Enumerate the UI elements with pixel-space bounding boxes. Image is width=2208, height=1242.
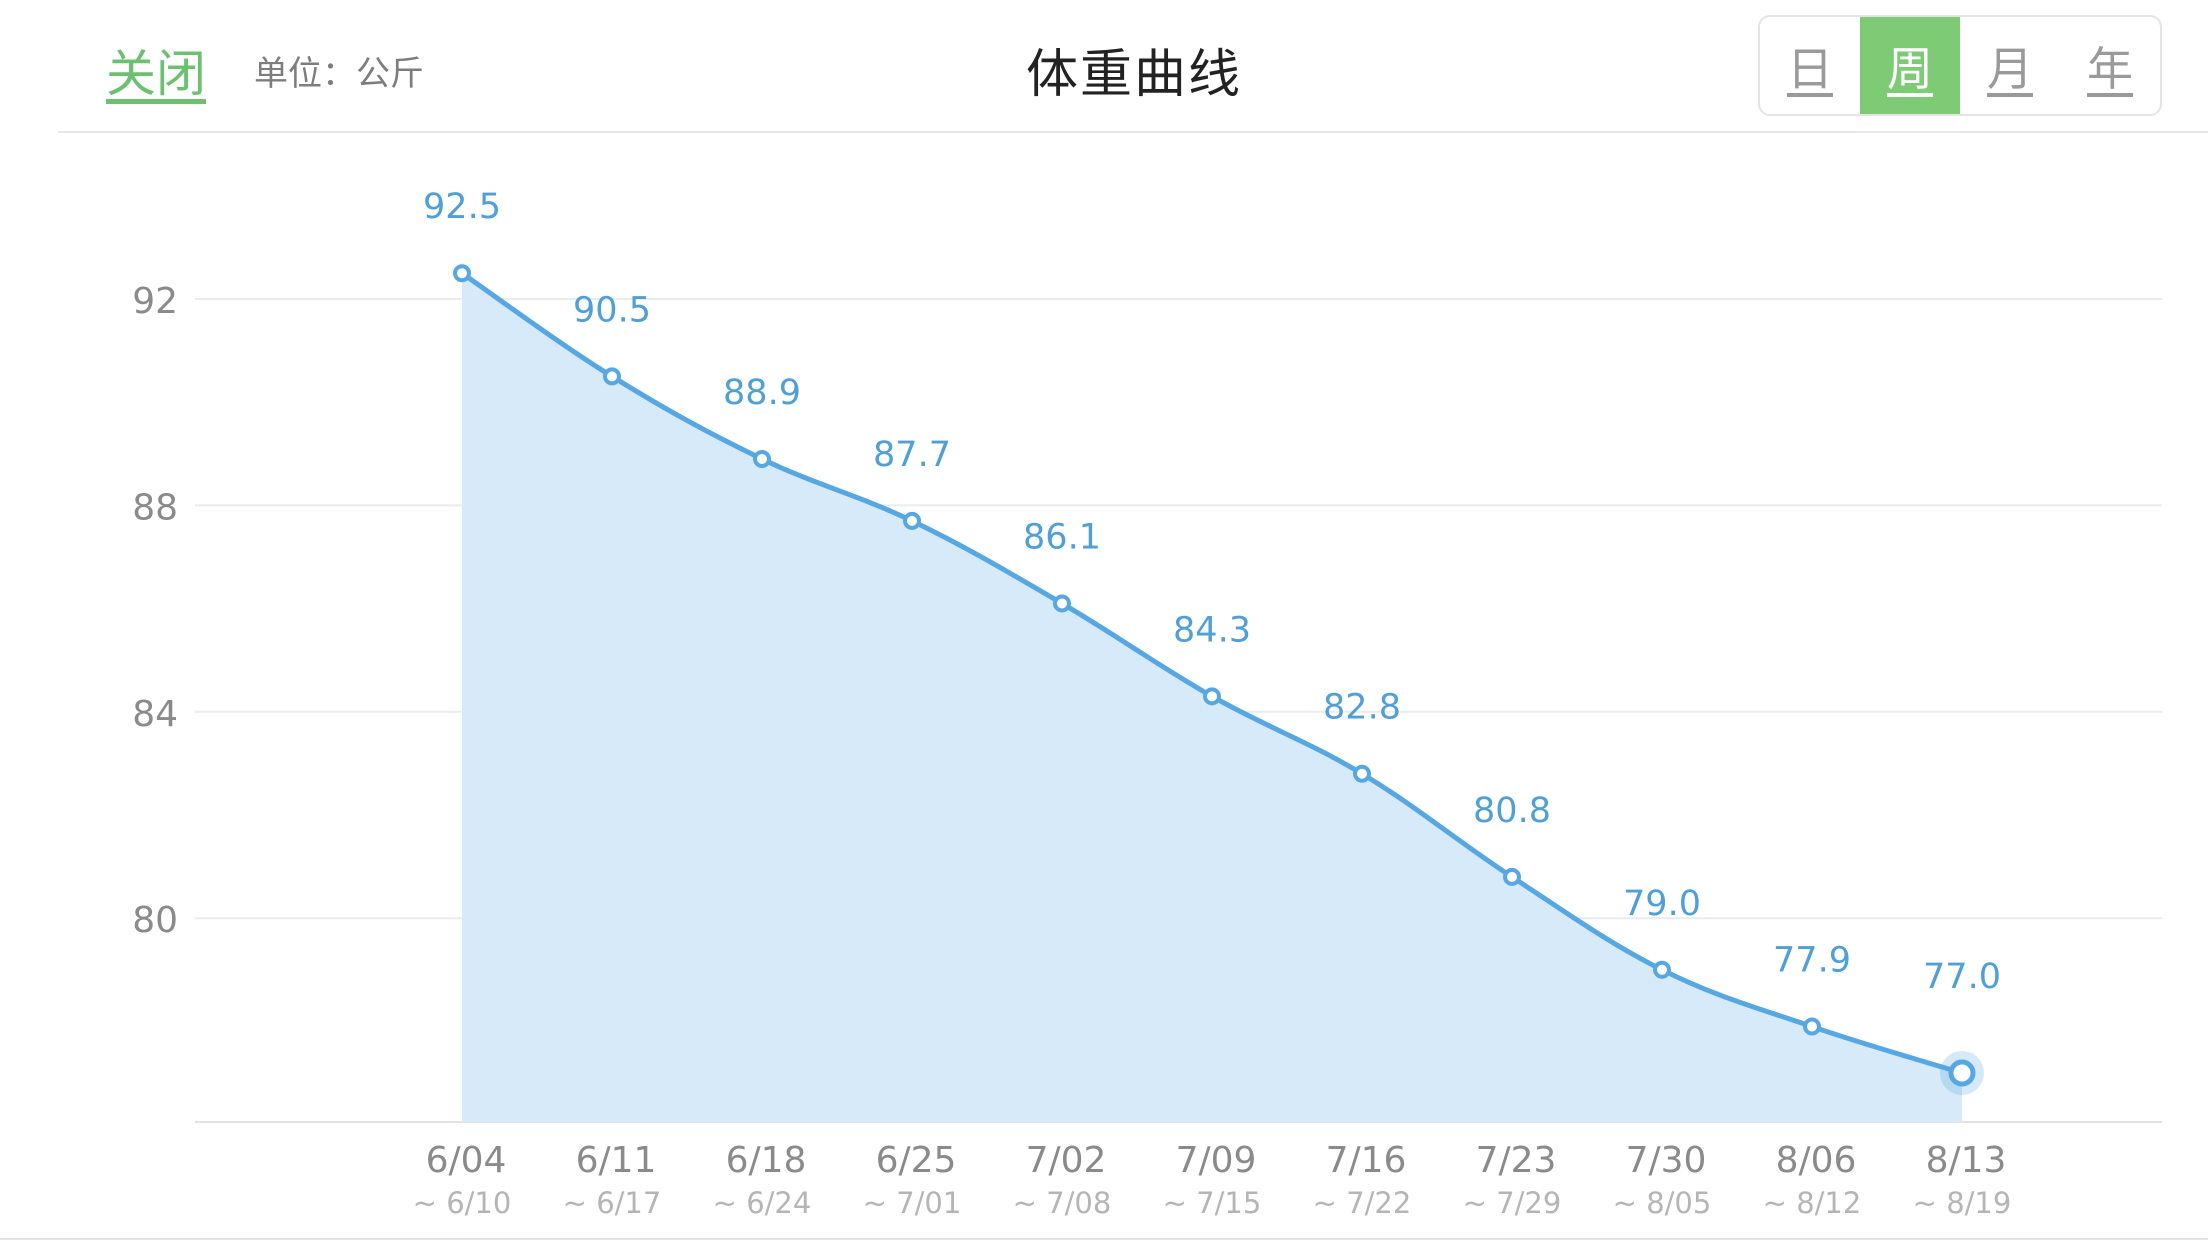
x-range-end-label: ~ 6/24: [713, 1186, 812, 1220]
period-selector: 日 周 月 年: [1758, 15, 2162, 116]
x-range-end-label: ~ 8/19: [1913, 1186, 2012, 1220]
period-day-button[interactable]: 日: [1787, 41, 1833, 96]
x-range-end-label: ~ 7/22: [1313, 1186, 1412, 1220]
close-button[interactable]: 关闭: [106, 45, 206, 103]
page-title: 体重曲线: [1025, 45, 1242, 105]
period-week-button[interactable]: 周: [1860, 17, 1960, 114]
y-tick-label: 84: [132, 694, 178, 735]
period-year-button[interactable]: 年: [2087, 41, 2133, 96]
data-point[interactable]: [903, 511, 921, 530]
unit-label: 单位：公斤: [254, 54, 424, 94]
data-point[interactable]: [1653, 960, 1671, 979]
x-range-end-label: ~ 7/29: [1463, 1186, 1562, 1220]
data-point[interactable]: [1948, 1059, 1976, 1087]
x-range-end-label: ~ 7/15: [1163, 1186, 1262, 1220]
x-tick-label: 6/25: [876, 1140, 957, 1181]
x-tick-label: 7/09: [1176, 1140, 1257, 1181]
header-divider: [58, 131, 2208, 133]
data-point[interactable]: [1053, 594, 1071, 613]
data-label: 87.7: [873, 435, 951, 475]
data-label: 79.0: [1623, 884, 1701, 924]
data-point[interactable]: [453, 264, 471, 283]
data-label: 92.5: [423, 187, 501, 227]
x-tick-label: 8/06: [1776, 1140, 1857, 1181]
x-tick-label: 6/11: [576, 1140, 657, 1181]
data-point[interactable]: [1803, 1017, 1821, 1036]
y-tick-label: 92: [132, 281, 178, 322]
x-tick-label: 7/16: [1326, 1140, 1407, 1181]
x-range-end-label: ~ 6/10: [413, 1186, 512, 1220]
x-range-end-label: ~ 6/17: [563, 1186, 662, 1220]
data-label: 77.9: [1773, 941, 1851, 981]
data-point[interactable]: [1203, 687, 1221, 706]
data-label: 84.3: [1173, 610, 1251, 650]
data-label: 90.5: [573, 290, 651, 330]
data-label: 80.8: [1473, 791, 1551, 831]
data-label: 77.0: [1923, 957, 2001, 997]
x-tick-label: 6/04: [426, 1140, 507, 1181]
data-point[interactable]: [1353, 764, 1371, 783]
x-range-end-label: ~ 7/08: [1013, 1186, 1112, 1220]
bottom-divider: [0, 1238, 2208, 1240]
x-tick-label: 7/02: [1026, 1140, 1107, 1181]
x-range-end-label: ~ 7/01: [863, 1186, 962, 1220]
chart-header: 关闭 单位：公斤 体重曲线 日 周 月 年: [0, 0, 2208, 133]
data-label: 86.1: [1023, 517, 1101, 557]
data-point[interactable]: [1503, 867, 1521, 886]
data-label: 88.9: [723, 373, 801, 413]
data-label: 82.8: [1323, 688, 1401, 728]
data-point[interactable]: [753, 449, 771, 468]
x-tick-label: 8/13: [1926, 1140, 2007, 1181]
x-range-end-label: ~ 8/12: [1763, 1186, 1862, 1220]
y-tick-label: 80: [132, 900, 178, 941]
x-tick-label: 7/23: [1476, 1140, 1557, 1181]
x-tick-label: 6/18: [726, 1140, 807, 1181]
x-range-end-label: ~ 8/05: [1613, 1186, 1712, 1220]
period-month-button[interactable]: 月: [1987, 41, 2033, 96]
x-tick-label: 7/30: [1626, 1140, 1707, 1181]
data-point[interactable]: [603, 367, 621, 386]
y-tick-label: 88: [132, 487, 178, 528]
